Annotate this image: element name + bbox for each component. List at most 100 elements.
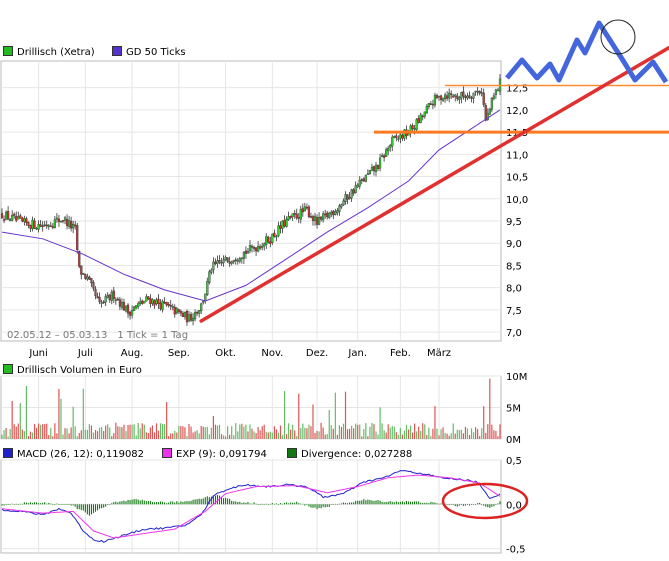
volume-bar [355, 423, 357, 439]
candle-body [130, 310, 134, 316]
divergence-bar [212, 496, 214, 505]
divergence-bar [170, 501, 172, 505]
divergence-bar [164, 502, 166, 505]
macd-highlight-ellipse [441, 482, 529, 520]
candle-body [494, 89, 498, 95]
divergence-bar [7, 504, 9, 505]
volume-bar [224, 436, 227, 439]
volume-bar [222, 435, 225, 439]
candle-body [177, 309, 180, 312]
candle-body [450, 93, 453, 95]
divergence-bar [216, 495, 219, 505]
divergence-bar [428, 503, 430, 505]
volume-bar [157, 430, 160, 439]
divergence-bar [121, 501, 123, 505]
volume-bar [414, 423, 416, 439]
volume-bar [444, 432, 446, 439]
candle-body [118, 299, 122, 307]
volume-bar [261, 426, 263, 439]
candle-body [458, 97, 461, 101]
candle-body [378, 157, 382, 169]
volume-bar [438, 435, 440, 439]
candle-body [41, 225, 44, 228]
volume-bar [418, 426, 420, 439]
volume-bar [302, 423, 304, 439]
candle-body [415, 119, 418, 130]
candle-body [435, 95, 439, 99]
divergence-bar [225, 497, 227, 505]
candle-body [200, 303, 203, 312]
volume-bar [432, 428, 434, 439]
candle-body [169, 304, 172, 307]
divergence-bar [23, 502, 25, 505]
candle-body [183, 311, 187, 317]
divergence-bar [353, 502, 355, 505]
candle-body [332, 210, 335, 216]
candle-body [401, 134, 404, 139]
candle-body [254, 247, 258, 252]
divergence-bar [265, 503, 267, 505]
x-tick-label-5: Nov. [261, 348, 283, 359]
divergence-bar [381, 501, 383, 505]
candle-body [492, 95, 495, 99]
divergence-bar [495, 504, 497, 505]
candle-body [330, 211, 333, 215]
candle-body [206, 281, 209, 295]
volume-bar [101, 427, 103, 439]
volume-bar [137, 422, 139, 439]
volume-bar [109, 427, 111, 439]
volume-bar [316, 431, 318, 439]
divergence-bar [76, 504, 78, 510]
volume-bar [361, 436, 363, 439]
volume-bar [314, 433, 316, 439]
volume-bar [11, 400, 13, 439]
divergence-bar [375, 500, 377, 505]
candle-body [462, 91, 465, 97]
candle-body [120, 301, 124, 308]
candle-body [74, 224, 77, 227]
divergence-bar [17, 504, 19, 505]
candle-body [15, 216, 18, 221]
volume-bar [210, 427, 212, 439]
candle-body [167, 304, 170, 306]
divergence-bar [247, 501, 249, 505]
candle-body [29, 225, 32, 229]
volume-bar [401, 434, 404, 439]
candle-body [17, 216, 20, 220]
volume-bar [434, 406, 436, 439]
divergence-bar [342, 502, 345, 505]
candle-body [70, 220, 73, 229]
volume-bar [107, 424, 109, 439]
volume-bar [275, 429, 278, 439]
volume-bar [147, 432, 149, 439]
candle-body [63, 217, 67, 221]
volume-bar [105, 425, 107, 439]
divergence-bar [359, 500, 361, 505]
divergence-bar [204, 497, 206, 505]
divergence-bar [48, 502, 50, 505]
candle-body [452, 95, 455, 98]
divergence-bar [468, 504, 471, 506]
volume-bar [166, 402, 168, 439]
volume-bar [456, 429, 458, 439]
price-y-tick-7: 10,5 [506, 173, 528, 184]
legend-ma: GD 50 Ticks [112, 46, 186, 58]
divergence-bar [40, 503, 42, 505]
volume-bar [324, 434, 326, 439]
divergence-bar [68, 504, 70, 505]
divergence-bar [414, 501, 416, 505]
divergence-bar [420, 502, 422, 505]
candle-body [145, 296, 148, 302]
candle-body [324, 213, 327, 216]
divergence-bar [94, 504, 97, 512]
divergence-bar [479, 502, 481, 505]
divergence-bar [318, 504, 320, 508]
divergence-bar [438, 503, 440, 505]
candle-body [372, 166, 376, 171]
candle-body [246, 251, 250, 254]
volume-bar [115, 422, 117, 439]
volume-bar [273, 426, 275, 439]
divergence-bar [286, 502, 288, 505]
divergence-bar [166, 503, 168, 505]
volume-bar [129, 424, 131, 439]
